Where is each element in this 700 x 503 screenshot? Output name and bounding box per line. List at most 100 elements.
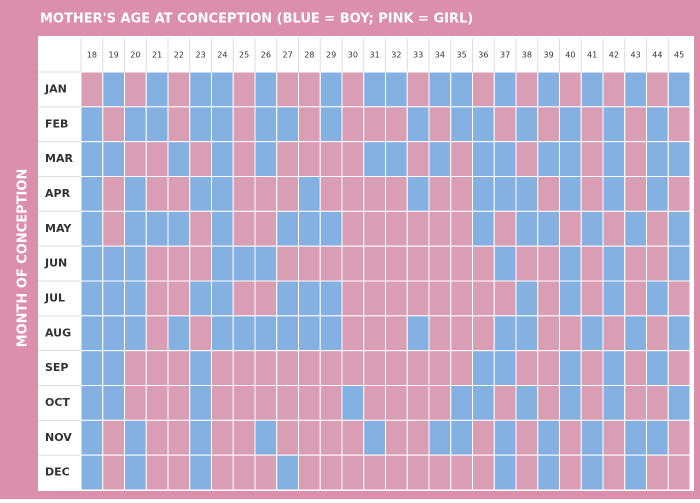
cell: [167, 210, 191, 247]
cell: [319, 141, 343, 178]
cell: [624, 176, 647, 212]
age-label: 18: [87, 51, 97, 60]
cell: [515, 315, 539, 352]
cell: [646, 315, 669, 352]
month-label: JAN: [44, 82, 67, 95]
cell: [167, 245, 191, 282]
cell: [493, 350, 517, 386]
cell: [232, 385, 256, 421]
cell: [559, 385, 582, 421]
cell: [363, 454, 386, 491]
cell: [406, 210, 430, 247]
age-label: 38: [522, 51, 532, 60]
cell: [102, 385, 125, 421]
cell: [385, 315, 408, 352]
cell: [580, 71, 604, 108]
cell: [319, 385, 343, 421]
cell: [450, 210, 473, 247]
cell: [232, 71, 256, 108]
cell: [428, 71, 452, 108]
cell: [363, 71, 386, 108]
cell: [428, 419, 452, 456]
cell: [319, 315, 343, 352]
cell: [102, 419, 125, 456]
cell: [145, 141, 169, 178]
cell: [254, 454, 278, 491]
month-label: MAY: [45, 222, 72, 235]
cell: [646, 210, 669, 247]
cell: [341, 210, 365, 247]
cell: [211, 71, 234, 108]
cell: [102, 315, 125, 352]
cell: [211, 106, 234, 143]
cell: [428, 350, 452, 386]
cell: [232, 141, 256, 178]
cell: [537, 106, 560, 143]
cell: [472, 454, 495, 491]
cell: [559, 210, 582, 247]
cell: [211, 280, 234, 317]
cell: [80, 141, 104, 178]
cell: [298, 245, 321, 282]
cell: [145, 176, 169, 212]
cell: [580, 419, 604, 456]
cell: [428, 141, 452, 178]
cell: [276, 106, 299, 143]
age-label: 25: [239, 51, 249, 60]
age-label: 27: [283, 51, 293, 60]
cell: [298, 454, 321, 491]
cell: [667, 385, 691, 421]
cell: [124, 385, 147, 421]
cell: [537, 280, 560, 317]
cell: [472, 176, 495, 212]
cell: [559, 280, 582, 317]
cell: [363, 141, 386, 178]
cell: [276, 280, 299, 317]
cell: [472, 280, 495, 317]
month-label: APR: [45, 187, 71, 200]
cell: [124, 315, 147, 352]
cell: [298, 280, 321, 317]
age-label: 24: [217, 51, 227, 60]
cell: [232, 245, 256, 282]
cell: [102, 141, 125, 178]
cell: [80, 280, 104, 317]
cell: [341, 71, 365, 108]
cell: [211, 419, 234, 456]
cell: [646, 350, 669, 386]
cell: [472, 350, 495, 386]
cell: [385, 454, 408, 491]
cell: [667, 350, 691, 386]
cell: [493, 176, 517, 212]
cell: [515, 385, 539, 421]
cell: [254, 315, 278, 352]
cell: [276, 71, 299, 108]
cell: [211, 141, 234, 178]
cell: [537, 315, 560, 352]
age-label: 37: [500, 51, 510, 60]
age-label: 44: [652, 51, 662, 60]
cell: [559, 245, 582, 282]
cell: [667, 106, 691, 143]
cell: [493, 210, 517, 247]
cell: [211, 385, 234, 421]
cell: [124, 454, 147, 491]
cell: [124, 210, 147, 247]
cell: [298, 210, 321, 247]
cell: [472, 419, 495, 456]
cell: [450, 106, 473, 143]
cell: [254, 106, 278, 143]
cell: [254, 280, 278, 317]
cell: [406, 106, 430, 143]
age-label: 32: [391, 51, 401, 60]
age-label: 23: [196, 51, 206, 60]
cell: [102, 71, 125, 108]
cell: [341, 385, 365, 421]
cell: [493, 419, 517, 456]
cell: [580, 245, 604, 282]
cell: [189, 141, 212, 178]
cell: [167, 280, 191, 317]
cell: [363, 210, 386, 247]
cell: [602, 106, 626, 143]
cell: [624, 280, 647, 317]
